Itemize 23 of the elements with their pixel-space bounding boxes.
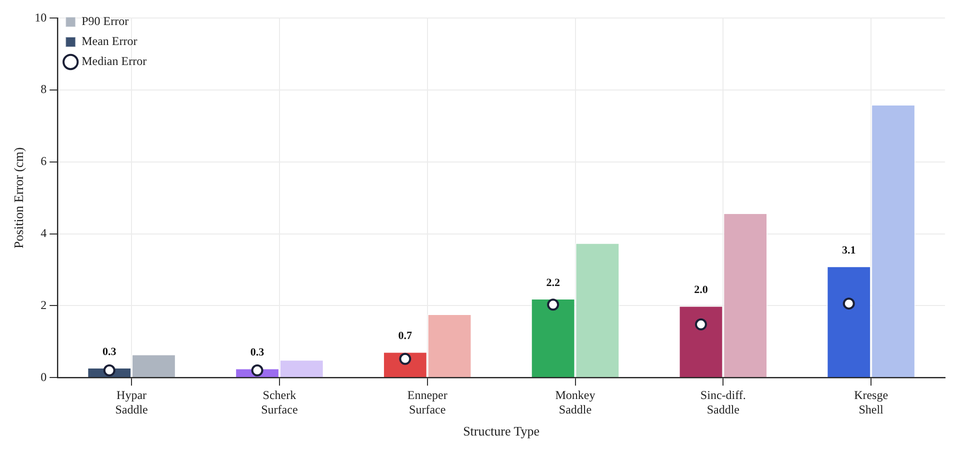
y-tick-label: 6 xyxy=(40,154,47,168)
y-tick-label: 2 xyxy=(40,298,47,312)
data-label: 2.2 xyxy=(546,276,560,289)
legend-label: Mean Error xyxy=(82,34,138,48)
data-label: 3.1 xyxy=(842,244,856,257)
legend-label: Median Error xyxy=(82,54,147,68)
y-tick-label: 0 xyxy=(40,370,47,384)
x-tick-label: Scherk Surface xyxy=(261,388,298,416)
y-tick-label: 4 xyxy=(40,226,47,240)
y-tick-label: 10 xyxy=(34,10,47,24)
x-axis-title: Structure Type xyxy=(463,424,540,439)
x-tick-label: Monkey Saddle xyxy=(555,388,596,416)
legend-label: P90 Error xyxy=(82,14,129,28)
y-axis-title: Position Error (cm) xyxy=(11,147,26,248)
x-tick-label: Sinc-diff. Saddle xyxy=(700,388,746,416)
data-label: 2.0 xyxy=(694,284,708,296)
x-tick-label: Enneper Surface xyxy=(407,388,448,416)
x-tick-label: Hypar Saddle xyxy=(115,388,148,416)
data-label: 0.3 xyxy=(102,346,117,358)
data-label: 0.3 xyxy=(250,346,265,359)
x-tick-label: Kresge Shell xyxy=(854,388,888,416)
data-label: 0.7 xyxy=(398,330,413,342)
y-tick-label: 8 xyxy=(40,82,47,96)
